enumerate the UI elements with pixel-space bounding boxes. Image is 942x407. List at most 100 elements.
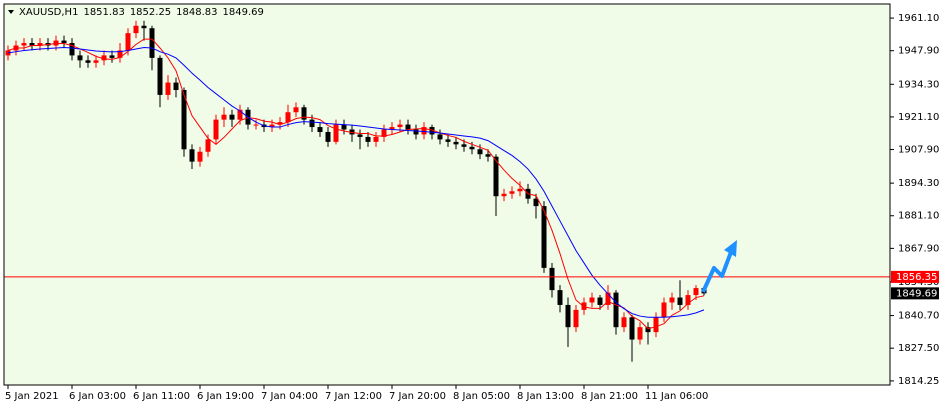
candle-body bbox=[437, 134, 443, 140]
candle-body bbox=[213, 119, 219, 140]
x-tick-label: 7 Jan 20:00 bbox=[389, 391, 446, 402]
candle-body bbox=[405, 124, 411, 130]
current-price-box bbox=[891, 287, 939, 300]
candle-body bbox=[285, 112, 291, 123]
candle-body bbox=[109, 55, 115, 58]
candle-body bbox=[485, 154, 491, 157]
candle-body bbox=[597, 297, 603, 305]
candle-body bbox=[653, 317, 659, 333]
candle-body bbox=[429, 127, 435, 135]
candle-body bbox=[309, 119, 315, 128]
candle-body bbox=[365, 136, 371, 142]
forecast-arrowhead bbox=[724, 240, 737, 257]
candle-body bbox=[397, 124, 403, 128]
candle-body bbox=[533, 198, 539, 207]
candle-body bbox=[509, 191, 515, 194]
y-tick-label: 1840.70 bbox=[898, 311, 939, 322]
candle-body bbox=[69, 43, 75, 56]
moving-average bbox=[7, 38, 705, 330]
y-tick-label: 1934.30 bbox=[898, 79, 939, 90]
y-tick-label: 1907.90 bbox=[898, 145, 939, 156]
candle-body bbox=[37, 43, 43, 46]
plot-area bbox=[4, 4, 890, 385]
price-line-label-box bbox=[891, 270, 939, 283]
candle-body bbox=[661, 302, 667, 318]
y-tick-label: 1827.50 bbox=[898, 343, 939, 354]
y-tick-label: 1921.10 bbox=[898, 112, 939, 123]
candle-body bbox=[589, 297, 595, 303]
candle-body bbox=[573, 309, 579, 328]
candle-body bbox=[221, 114, 227, 120]
candle-body bbox=[157, 57, 163, 95]
y-tick-label: 1881.10 bbox=[898, 211, 939, 222]
candle-body bbox=[421, 127, 427, 135]
candle-body bbox=[293, 107, 299, 113]
candle-body bbox=[469, 146, 475, 150]
candle-body bbox=[477, 149, 483, 155]
plot bbox=[4, 20, 890, 362]
candle-body bbox=[693, 288, 699, 296]
candle-body bbox=[77, 55, 83, 61]
candle-body bbox=[613, 292, 619, 328]
x-tick-label: 11 Jan 06:00 bbox=[645, 391, 708, 402]
candle-body bbox=[381, 129, 387, 137]
candle-body bbox=[317, 127, 323, 132]
open-value: 1851.83 bbox=[83, 7, 124, 18]
candle-body bbox=[173, 82, 179, 90]
x-tick-label: 6 Jan 03:00 bbox=[69, 391, 126, 402]
candle-body bbox=[21, 43, 27, 46]
candle-body bbox=[237, 109, 243, 120]
moving-average bbox=[7, 46, 705, 318]
current-price-label: 1849.69 bbox=[896, 288, 937, 299]
chart-header: XAUUSD,H1 1851.83 1852.25 1848.83 1849.69 bbox=[19, 7, 264, 18]
low-value: 1848.83 bbox=[176, 7, 217, 18]
candle-body bbox=[669, 297, 675, 303]
x-tick-label: 8 Jan 05:00 bbox=[453, 391, 510, 402]
candle-body bbox=[181, 89, 187, 150]
x-tick-label: 7 Jan 04:00 bbox=[261, 391, 318, 402]
candle-body bbox=[565, 304, 571, 328]
y-tick-label: 1894.30 bbox=[898, 178, 939, 189]
candle-body bbox=[253, 124, 259, 126]
y-tick-label: 1947.90 bbox=[898, 46, 939, 57]
candle-body bbox=[301, 107, 307, 120]
symbol: XAUUSD,H1 bbox=[19, 7, 78, 18]
price-line-label: 1856.35 bbox=[896, 272, 937, 283]
candle-body bbox=[413, 129, 419, 135]
high-value: 1852.25 bbox=[130, 7, 171, 18]
y-tick-label: 1867.90 bbox=[898, 243, 939, 254]
candle-body bbox=[165, 82, 171, 95]
candle-body bbox=[61, 40, 67, 44]
y-tick-label: 1814.25 bbox=[898, 376, 939, 387]
candle-body bbox=[629, 317, 635, 340]
menu-triangle bbox=[8, 10, 14, 14]
candle-body bbox=[445, 139, 451, 142]
candle-body bbox=[389, 127, 395, 130]
candle-body bbox=[541, 206, 547, 268]
candle-body bbox=[645, 327, 651, 333]
candle-body bbox=[269, 124, 275, 128]
candle-body bbox=[517, 188, 523, 192]
candle-body bbox=[493, 156, 499, 197]
candle-body bbox=[341, 124, 347, 130]
candle-body bbox=[373, 136, 379, 142]
price-labels: 1856.35 1849.69 bbox=[891, 270, 939, 300]
x-tick-label: 8 Jan 21:00 bbox=[581, 391, 638, 402]
y-tick-label: 1961.10 bbox=[898, 13, 939, 24]
candle-body bbox=[101, 55, 107, 61]
candle-body bbox=[581, 302, 587, 310]
candle-body bbox=[453, 141, 459, 145]
candle-body bbox=[333, 124, 339, 142]
x-tick-label: 6 Jan 19:00 bbox=[197, 391, 254, 402]
forecast-arrow bbox=[701, 251, 733, 293]
candle-body bbox=[141, 25, 147, 29]
plot-border bbox=[3, 3, 891, 386]
candle-body bbox=[685, 295, 691, 305]
candle-body bbox=[501, 193, 507, 197]
candle-body bbox=[133, 25, 139, 34]
candle-body bbox=[277, 122, 283, 125]
candle-body bbox=[461, 144, 467, 147]
x-tick-label: 7 Jan 12:00 bbox=[325, 391, 382, 402]
